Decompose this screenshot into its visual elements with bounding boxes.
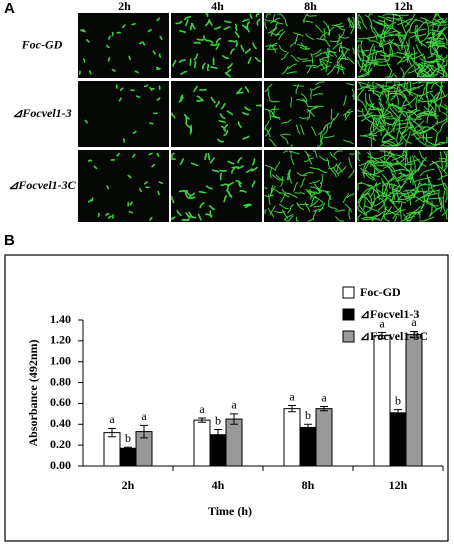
error-bar (378, 332, 386, 340)
micrograph (78, 150, 169, 222)
hypha (171, 152, 258, 222)
error-bar (394, 409, 402, 417)
hyphae (264, 13, 355, 76)
hyphae (84, 84, 161, 143)
error-bar (288, 405, 296, 413)
hyphae (172, 13, 261, 78)
significance-label: a (231, 398, 237, 412)
row-label: Foc-GD (21, 37, 63, 51)
micrograph (78, 81, 169, 147)
significance-label: b (395, 393, 401, 407)
hyphae (171, 85, 262, 143)
hyphae (264, 150, 355, 222)
legend-swatch (342, 330, 355, 343)
x-tick-label: 2h (122, 478, 135, 492)
bar (225, 418, 243, 467)
error-bar (124, 446, 132, 450)
hyphae (357, 81, 448, 147)
hyphae (87, 152, 163, 221)
bar (283, 408, 301, 467)
hypha (87, 152, 163, 221)
bar (193, 419, 211, 467)
column-label: 12h (394, 0, 413, 13)
significance-label: a (199, 402, 205, 416)
error-bar (410, 330, 418, 339)
column-label: 4h (211, 0, 224, 13)
hypha (357, 150, 448, 222)
significance-label: a (289, 389, 295, 403)
hyphae (171, 152, 258, 222)
error-bar (214, 429, 222, 441)
error-bar (198, 417, 206, 423)
panel-label: B (4, 232, 15, 249)
y-tick-label: 1.20 (50, 333, 71, 347)
x-tick-label: 8h (302, 478, 315, 492)
bar (389, 412, 407, 467)
legend-swatch (342, 286, 355, 299)
row-label: ⊿Focvel1-3C (8, 178, 76, 192)
significance-label: a (109, 412, 115, 426)
error-bar (304, 423, 312, 432)
bar (373, 335, 391, 467)
x-tick-label: 12h (389, 478, 408, 492)
legend-label: ⊿Focvel1-3 (360, 307, 419, 321)
error-bar (230, 413, 238, 425)
hypha (264, 81, 355, 147)
hyphae (264, 81, 355, 147)
bar (405, 334, 423, 467)
y-tick-label: 1.00 (50, 353, 71, 367)
bar (119, 447, 137, 467)
significance-label: b (215, 413, 221, 427)
y-tick-label: 0.40 (50, 416, 71, 430)
hyphae (78, 17, 163, 75)
chart-frame (4, 254, 449, 542)
hypha (357, 81, 448, 147)
significance-label: b (125, 431, 131, 445)
micrograph (78, 13, 169, 78)
hyphae (357, 13, 448, 78)
error-bar (140, 424, 148, 439)
significance-label: a (411, 315, 417, 329)
panel-label: A (4, 0, 15, 17)
legend-label: Foc-GD (360, 285, 401, 299)
hypha (264, 150, 355, 222)
y-tick-label: 0.20 (50, 437, 71, 451)
legend-label: ⊿Focvel1-3C (360, 329, 428, 343)
hypha (84, 84, 161, 143)
error-bar (320, 406, 328, 412)
significance-label: b (305, 408, 311, 422)
hypha (264, 13, 355, 76)
bar (315, 408, 333, 467)
bar (299, 426, 317, 467)
hyphae (357, 150, 448, 222)
significance-label: a (321, 390, 327, 404)
y-tick-label: 0.00 (50, 458, 71, 472)
significance-label: a (141, 409, 147, 423)
column-label: 8h (304, 0, 317, 13)
hypha (172, 13, 261, 78)
y-tick-label: 0.80 (50, 374, 71, 388)
hypha (171, 85, 262, 143)
micrograph (171, 150, 262, 222)
x-axis-label: Time (h) (208, 504, 252, 518)
hypha (357, 13, 448, 78)
x-tick-label: 4h (212, 478, 225, 492)
column-label: 2h (118, 0, 131, 13)
row-label: ⊿Focvel1-3 (12, 106, 71, 120)
y-tick-label: 0.60 (50, 395, 71, 409)
bar (103, 432, 121, 467)
y-tick-label: 1.40 (50, 312, 71, 326)
y-axis-label: Absorbance (492nm) (26, 339, 40, 446)
legend-swatch (342, 308, 355, 321)
error-bar (108, 427, 116, 438)
significance-label: a (379, 316, 385, 330)
hypha (78, 17, 163, 75)
